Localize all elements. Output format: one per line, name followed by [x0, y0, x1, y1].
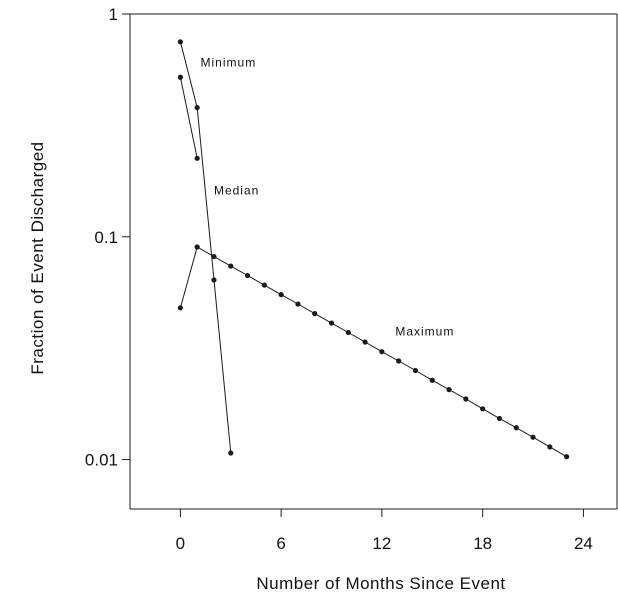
y-tick-label: 0.1	[94, 228, 118, 247]
data-point	[345, 329, 351, 336]
data-point	[244, 272, 251, 279]
series-line-1	[179, 41, 232, 454]
x-tick-label: 6	[276, 534, 285, 553]
data-point	[177, 74, 183, 80]
data-point	[312, 311, 318, 317]
data-point	[261, 282, 267, 288]
data-point	[228, 263, 234, 269]
data-point	[463, 396, 469, 402]
data-point	[295, 301, 301, 307]
data-point	[412, 367, 419, 374]
annotation-minimum: Minimum	[201, 56, 257, 70]
data-point	[396, 358, 402, 364]
data-point	[446, 387, 452, 393]
x-axis: 0 6 12 18 24	[176, 509, 593, 553]
y-axis: 0.01 0.1 1	[85, 5, 130, 470]
x-axis-label: Number of Months Since Event	[256, 574, 505, 593]
y-axis-label: Fraction of Event Discharged	[28, 141, 47, 374]
data-point	[530, 434, 536, 440]
data-point	[194, 244, 200, 250]
x-tick-label: 18	[473, 534, 492, 553]
data-point	[328, 320, 335, 326]
data-point	[194, 105, 200, 111]
data-point	[194, 155, 200, 161]
series-line-2	[179, 77, 198, 159]
annotations: Minimum Median Maximum	[201, 56, 454, 339]
data-point	[278, 292, 284, 298]
plot-frame	[129, 13, 618, 510]
data-point	[547, 444, 553, 450]
x-tick-label: 0	[176, 534, 185, 553]
data-point	[564, 454, 570, 460]
data-point	[177, 39, 183, 45]
annotation-maximum: Maximum	[395, 325, 454, 339]
series-markers	[177, 39, 570, 460]
series-lines	[179, 41, 567, 458]
y-tick-label: 1	[109, 5, 118, 24]
data-point	[362, 339, 368, 345]
series-line-3	[179, 246, 567, 458]
annotation-median: Median	[214, 183, 259, 197]
data-point	[429, 377, 435, 383]
data-point	[496, 415, 503, 422]
x-tick-label: 24	[574, 534, 593, 553]
data-point	[211, 277, 217, 283]
data-point	[513, 425, 519, 431]
data-point	[379, 349, 385, 355]
data-point	[228, 450, 234, 456]
x-tick-label: 12	[372, 534, 391, 553]
data-point	[177, 305, 183, 311]
y-tick-label: 0.01	[85, 451, 118, 470]
data-point	[211, 253, 217, 260]
data-point	[480, 406, 486, 412]
